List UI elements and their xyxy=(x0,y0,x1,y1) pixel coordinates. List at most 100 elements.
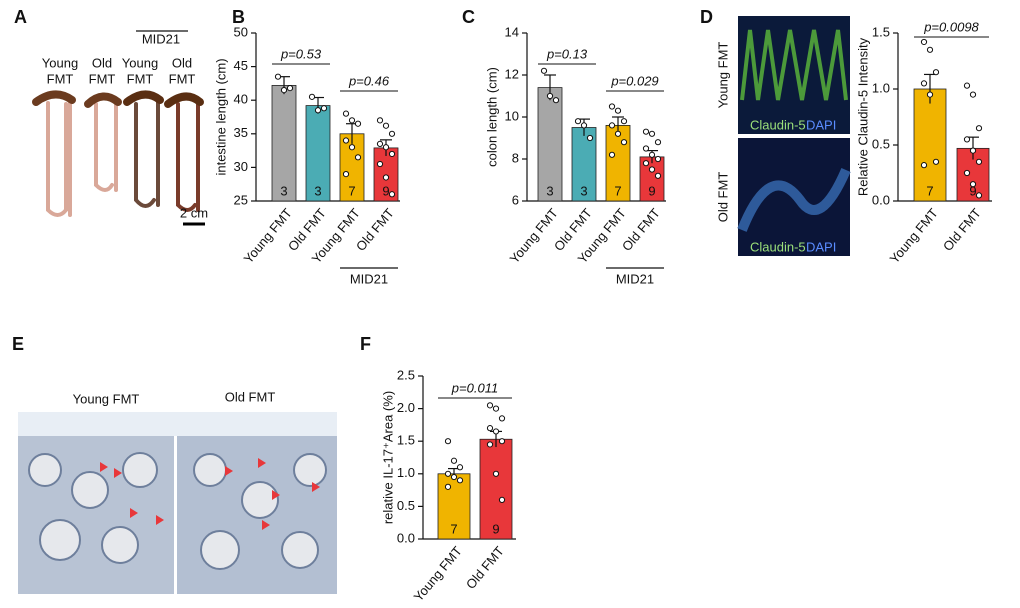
panel-e-images: Young FMT Old FMT xyxy=(18,389,337,594)
y-tick-label: 1.0 xyxy=(872,80,890,95)
data-point xyxy=(608,103,616,110)
y-tick-label: 0.5 xyxy=(872,136,890,151)
panel-letters: A B C D E F xyxy=(12,7,713,354)
stain-label: DAPI xyxy=(806,239,836,254)
data-point xyxy=(376,117,384,124)
data-point xyxy=(486,425,494,432)
data-point xyxy=(348,117,356,124)
data-point xyxy=(450,473,458,481)
y-tick-label: 14 xyxy=(505,24,519,39)
data-point xyxy=(342,110,350,117)
x-tick-label: Young FMT xyxy=(241,205,295,266)
data-point xyxy=(608,122,616,129)
y-tick-label: 25 xyxy=(234,192,248,207)
n-label: 7 xyxy=(614,183,621,198)
data-point xyxy=(608,151,616,158)
n-label: 9 xyxy=(648,183,655,198)
y-tick-label: 8 xyxy=(512,150,519,165)
x-tick-label: Old FMT xyxy=(463,543,507,591)
label-line: Young xyxy=(122,55,158,70)
y-tick-label: 0.0 xyxy=(397,530,415,545)
data-point xyxy=(926,91,934,98)
tissue xyxy=(737,168,851,232)
data-point xyxy=(492,405,500,412)
data-point xyxy=(963,82,971,89)
data-point xyxy=(654,155,662,163)
image-label: Young FMT xyxy=(73,391,140,406)
group-label: MID21 xyxy=(350,271,388,286)
arrowheads xyxy=(100,458,320,530)
data-point xyxy=(552,97,560,104)
data-point xyxy=(342,137,350,144)
data-point xyxy=(654,139,662,146)
data-point xyxy=(975,192,983,199)
n-label: 3 xyxy=(280,183,287,198)
panel-label: C xyxy=(462,7,475,27)
data-point xyxy=(580,122,588,129)
data-point xyxy=(354,120,362,127)
data-point xyxy=(376,140,384,147)
data-point xyxy=(926,46,934,53)
x-tick-label: Young FMT xyxy=(411,543,465,604)
data-point xyxy=(620,118,628,125)
data-point xyxy=(444,483,452,490)
data-point xyxy=(969,147,977,154)
data-point xyxy=(348,144,356,151)
data-point xyxy=(642,145,650,152)
panel-label: B xyxy=(232,7,245,27)
data-point xyxy=(486,402,494,409)
bar xyxy=(537,87,563,202)
y-axis-label: colon length (cm) xyxy=(484,67,499,167)
p-value: p=0.53 xyxy=(280,46,322,61)
panel-label: F xyxy=(360,334,371,354)
p-value: p=0.13 xyxy=(546,46,588,61)
data-point xyxy=(308,93,316,100)
bar xyxy=(605,125,631,202)
bar xyxy=(305,105,331,202)
data-point xyxy=(456,477,464,484)
intestine-photo xyxy=(32,90,204,217)
image-label: Old FMT xyxy=(225,389,276,404)
group-label: MID21 xyxy=(616,271,654,286)
y-tick-label: 10 xyxy=(505,108,519,123)
data-point xyxy=(342,171,350,178)
stain-label: DAPI xyxy=(806,117,836,132)
y-tick-label: 12 xyxy=(505,66,519,81)
panel-a: Young FMT Old FMT Young FMT Old FMT MID2… xyxy=(32,30,208,226)
bar xyxy=(437,473,471,540)
data-point xyxy=(969,181,977,188)
label-line: Young xyxy=(42,55,78,70)
data-point xyxy=(642,128,650,135)
panel-label: D xyxy=(700,7,713,27)
data-point xyxy=(614,107,622,114)
bar-chart: 25 30 35 40 45 50 intestine length (cm) 3 Young … xyxy=(213,24,400,286)
x-tick-label: Young FMT xyxy=(507,205,561,266)
y-tick-label: 0.0 xyxy=(872,192,890,207)
data-point xyxy=(274,73,282,80)
panel-label: E xyxy=(12,334,24,354)
n-label: 9 xyxy=(969,183,976,198)
label-line: FMT xyxy=(127,71,154,86)
row-label: Old FMT xyxy=(715,172,730,223)
y-tick-label: 1.5 xyxy=(872,24,890,39)
y-tick-label: 30 xyxy=(234,159,248,174)
data-point xyxy=(382,144,390,151)
y-tick-label: 2.5 xyxy=(397,367,415,382)
label-line: Old xyxy=(172,55,192,70)
crypts xyxy=(28,452,327,570)
data-point xyxy=(648,130,656,137)
y-tick-label: 45 xyxy=(234,58,248,73)
y-tick-label: 1.0 xyxy=(397,465,415,480)
data-point xyxy=(614,130,622,137)
y-tick-label: 50 xyxy=(234,24,248,39)
data-point xyxy=(932,69,940,76)
scale-label: 2 cm xyxy=(180,205,208,220)
y-axis-label: relative IL-17⁺Area (%) xyxy=(380,391,395,524)
label-line: Old xyxy=(92,55,112,70)
panel-d-images: Claudin-5 DAPI Claudin-5 DAPI Young FMT … xyxy=(715,16,851,256)
y-tick-label: 35 xyxy=(234,125,248,140)
data-point xyxy=(574,118,582,125)
